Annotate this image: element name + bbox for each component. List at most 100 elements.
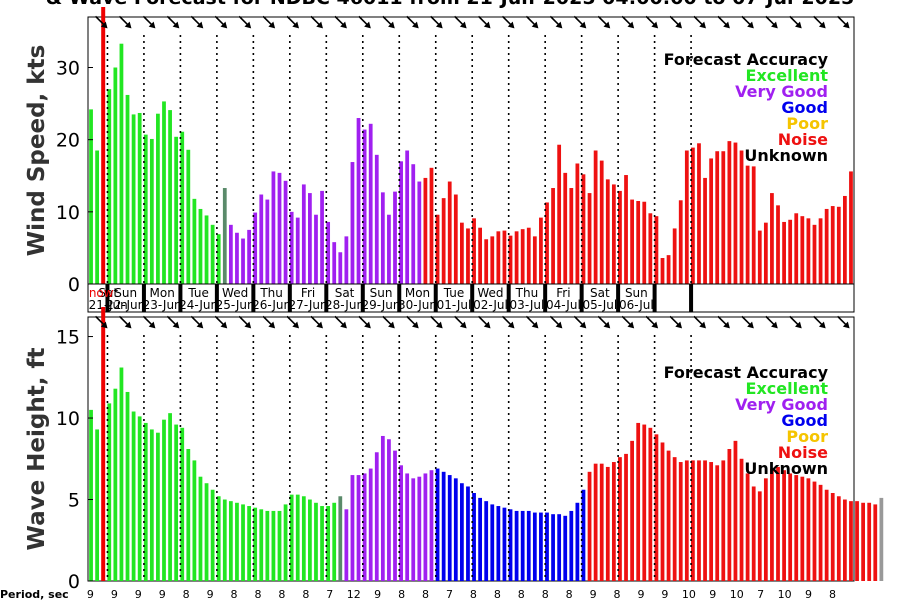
bar	[374, 154, 379, 284]
bar	[843, 195, 847, 284]
plot-frame	[87, 316, 855, 582]
bar	[733, 142, 738, 284]
bar	[824, 208, 829, 284]
day-divider	[324, 284, 329, 312]
direction-arrow	[549, 315, 563, 329]
bar	[283, 504, 288, 581]
direction-arrow	[430, 15, 443, 29]
bar	[618, 190, 622, 284]
bar	[149, 138, 154, 284]
period-value: 9	[805, 588, 812, 600]
bar	[204, 215, 209, 284]
bar	[387, 439, 391, 581]
direction-arrow	[837, 315, 850, 329]
bar	[581, 489, 586, 581]
bar	[496, 231, 501, 284]
bar	[453, 194, 458, 284]
bar	[691, 460, 695, 581]
y-tick-label: 0	[68, 571, 80, 593]
bar	[265, 199, 270, 284]
bar	[301, 184, 306, 284]
bar	[460, 483, 464, 581]
bar	[289, 211, 294, 284]
bar	[460, 222, 464, 284]
day-date: 26-Jun	[252, 298, 291, 312]
bar	[478, 497, 482, 581]
direction-arrow	[669, 315, 683, 329]
bar	[429, 470, 434, 581]
bar	[320, 506, 324, 581]
period-value: 8	[614, 588, 621, 600]
direction-arrow	[94, 315, 108, 329]
y-axis-label: Wave Height, ft	[24, 348, 50, 551]
bar	[514, 510, 519, 581]
bar	[684, 150, 689, 284]
bar	[484, 501, 489, 581]
day-name: Wed	[477, 286, 503, 300]
bar	[867, 502, 872, 581]
bar	[113, 67, 118, 284]
bar	[277, 172, 282, 284]
bar	[508, 235, 513, 284]
bar	[162, 419, 166, 581]
period-value: 8	[518, 588, 525, 600]
legend-item: Unknown	[744, 146, 828, 165]
bar	[648, 213, 653, 284]
bar	[156, 432, 160, 581]
period-value: 9	[590, 588, 597, 600]
bar	[399, 161, 403, 284]
bar	[435, 214, 440, 284]
period-value: 8	[422, 588, 429, 600]
bar	[271, 510, 276, 581]
bar	[162, 101, 166, 285]
bar	[502, 230, 507, 284]
bar	[678, 200, 683, 284]
period-value: 12	[347, 588, 361, 600]
day-name: Tue	[187, 286, 209, 300]
bar	[557, 144, 562, 284]
bar	[222, 499, 227, 581]
bar	[149, 429, 154, 581]
bar	[763, 478, 768, 581]
legend-item: Very Good	[735, 395, 828, 414]
direction-arrow	[166, 315, 180, 329]
bar	[210, 489, 215, 581]
y-tick-label: 10	[56, 408, 80, 430]
bar	[362, 473, 367, 581]
bar	[709, 158, 714, 284]
bar	[247, 229, 251, 284]
direction-arrow	[621, 15, 635, 29]
bar	[794, 213, 799, 284]
bar	[539, 512, 543, 581]
period-value: 7	[446, 588, 453, 600]
day-date: 03-Jul	[510, 298, 545, 312]
bar	[447, 475, 452, 581]
bar	[739, 150, 744, 284]
bar	[654, 434, 659, 581]
period-value: 8	[302, 588, 309, 600]
legend-item: Noise	[778, 130, 828, 149]
bar	[320, 190, 324, 284]
day-name: Sun	[114, 286, 137, 300]
legend-item: Poor	[786, 427, 828, 446]
period-value: 8	[183, 588, 190, 600]
bar	[466, 228, 470, 284]
period-value: 9	[87, 588, 94, 600]
day-axis: Sat21-JunSun22-JunMon23-JunTue24-JunWed2…	[87, 283, 855, 313]
period-value: 10	[682, 588, 696, 600]
direction-arrow	[477, 315, 491, 329]
direction-arrow	[597, 315, 611, 329]
bar	[235, 502, 239, 581]
direction-arrow	[765, 315, 778, 329]
bar	[697, 460, 701, 581]
bar	[727, 449, 732, 581]
bar	[119, 43, 124, 285]
bar	[642, 201, 647, 284]
bar	[308, 499, 312, 581]
bar	[259, 194, 264, 284]
bar	[514, 231, 519, 284]
bar	[168, 110, 172, 284]
bar	[247, 506, 251, 581]
bar	[569, 188, 574, 284]
day-name: Mon	[150, 286, 175, 300]
